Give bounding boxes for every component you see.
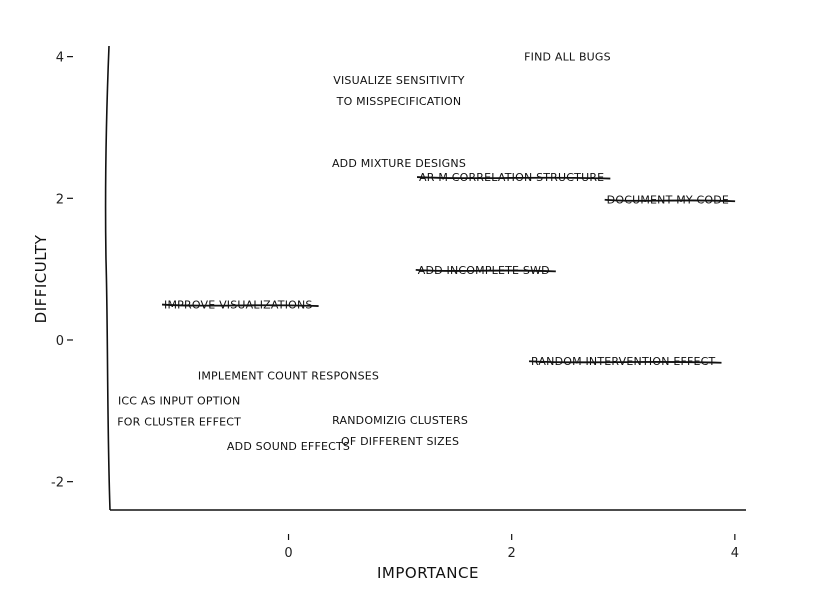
task-label: ICC AS INPUT OPTION FOR CLUSTER EFFECT [117,394,241,428]
task-label: FIND ALL BUGS [524,51,611,64]
y-tick-label: 4 [56,51,64,66]
y-axis-line [104,45,111,511]
task-label-text: IMPLEMENT COUNT RESPONSES [198,369,379,382]
task-label: ADD SOUND EFFECTS [227,440,350,453]
task-label-text: OF DIFFERENT SIZES [341,435,459,448]
task-label-text: ICC AS INPUT OPTION [118,394,240,407]
task-label-text: ADD SOUND EFFECTS [227,440,350,453]
x-tick-label: 0 [284,546,292,561]
task-label-text: FOR CLUSTER EFFECT [117,415,241,428]
y-tick-label: -2 [51,476,64,491]
task-label: AR-M CORRELATION STRUCTURE [416,171,611,184]
task-label: ADD INCOMPLETE SWD [415,264,556,277]
x-axis-ticks: 0 2 4 [284,534,739,561]
task-labels: FIND ALL BUGS VISUALIZE SENSITIVITY TO MIS… [117,51,736,453]
task-label: IMPROVE VISUALIZATIONS [161,299,319,312]
task-label-text: TO MISSPECIFICATION [336,95,462,108]
task-label-text: ADD MIXTURE DESIGNS [332,157,466,170]
task-label: VISUALIZE SENSITIVITY TO MISSPECIFICATION [333,74,465,108]
task-label: RANDOM INTERVENTION EFFECT [528,355,722,368]
task-label: IMPLEMENT COUNT RESPONSES [198,369,379,382]
x-axis-title: IMPORTANCE [377,564,479,582]
y-tick-label: 2 [56,192,64,207]
strikethrough-line [161,303,319,307]
strikethrough-line [604,198,736,203]
strikethrough-line [528,360,722,364]
strikethrough-line [416,176,611,180]
y-axis-title: DIFFICULTY [32,234,50,323]
strikethrough-line [415,268,556,273]
task-label-text: RANDOMIZIG CLUSTERS [332,414,468,427]
task-label-text: VISUALIZE SENSITIVITY [333,74,465,87]
y-tick-label: 0 [56,334,64,349]
x-tick-label: 2 [508,546,516,561]
task-label-text: FIND ALL BUGS [524,51,611,64]
task-label: RANDOMIZIG CLUSTERS OF DIFFERENT SIZES [332,414,468,448]
y-axis-ticks: -2 0 2 4 [51,51,73,491]
x-axis-line [109,508,747,512]
x-tick-label: 4 [731,546,739,561]
task-label: ADD MIXTURE DESIGNS [332,157,466,170]
task-label: DOCUMENT MY CODE [604,194,736,207]
